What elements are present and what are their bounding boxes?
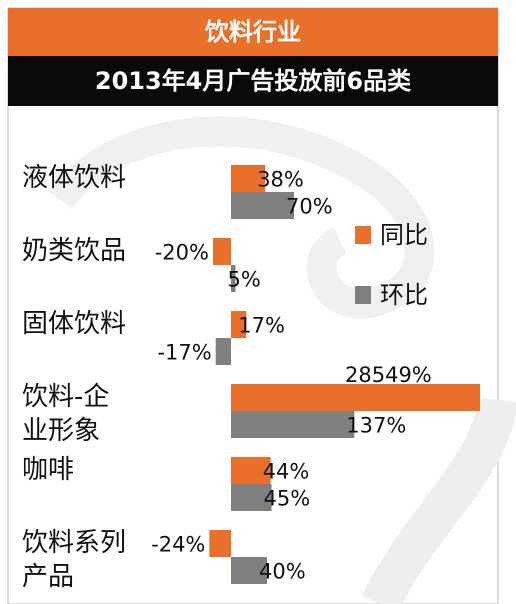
data-label: 28549% [345,363,432,387]
data-label: 17% [238,314,285,338]
bar [231,165,266,192]
data-label: 44% [263,460,310,484]
data-label: -17% [157,341,211,365]
bar [213,238,231,265]
data-label: -24% [151,533,205,557]
bar [231,457,271,484]
background-swirl [361,396,516,604]
bar [231,384,480,411]
plot-area [209,165,480,584]
category-label: 饮料-企业形象 [22,382,110,446]
subtitle-bar [8,56,498,106]
data-label: 70% [286,195,333,219]
bar [231,311,247,338]
legend-label: 环比 [380,281,428,309]
data-label: 5% [228,268,261,292]
bar [231,265,236,292]
data-label: 45% [264,487,311,511]
legend-label: 同比 [380,221,428,249]
bar [231,192,294,219]
background-swirl [48,116,435,319]
category-label: 咖啡 [22,455,75,485]
title-bar [8,8,498,56]
bar [231,557,267,584]
chart-title: 饮料行业 [204,18,301,46]
bar [215,338,231,365]
bar [231,411,355,438]
bar [231,484,272,511]
data-label: -20% [155,241,209,265]
category-label: 液体饮料 [22,163,127,193]
bar [209,530,231,557]
data-label: 38% [257,168,304,192]
data-label: 40% [259,560,306,584]
legend-swatch [355,226,371,244]
legend-swatch [355,286,371,304]
category-label: 奶类饮品 [22,236,127,266]
data-label: 137% [346,414,406,438]
category-label: 固体饮料 [22,309,127,339]
category-label: 饮料系列产品 [22,528,127,592]
chart-subtitle: 2013年4月广告投放前6品类 [95,67,412,95]
